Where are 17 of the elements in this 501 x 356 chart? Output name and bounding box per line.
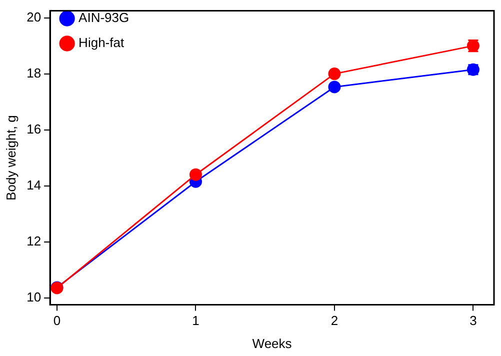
x-tick-label: 1 bbox=[192, 313, 200, 328]
x-tick-label: 2 bbox=[330, 313, 338, 328]
point bbox=[328, 68, 341, 80]
y-axis-title: Body weight, g bbox=[3, 115, 18, 200]
x-tick-label: 0 bbox=[53, 313, 61, 328]
point bbox=[328, 80, 341, 94]
y-tick-label: 18 bbox=[26, 65, 42, 80]
y-tick-label: 10 bbox=[26, 289, 42, 304]
y-tick-label: 16 bbox=[26, 121, 42, 136]
x-tick-label: 3 bbox=[470, 313, 477, 328]
y-tick-label: 12 bbox=[26, 233, 42, 248]
x-axis-title: Weeks bbox=[252, 336, 292, 351]
legend-label: AIN-93G bbox=[78, 10, 130, 26]
legend-label: High-fat bbox=[78, 35, 124, 50]
y-tick-label: 14 bbox=[26, 177, 42, 192]
y-tick-label: 20 bbox=[26, 9, 42, 24]
point bbox=[189, 168, 202, 181]
